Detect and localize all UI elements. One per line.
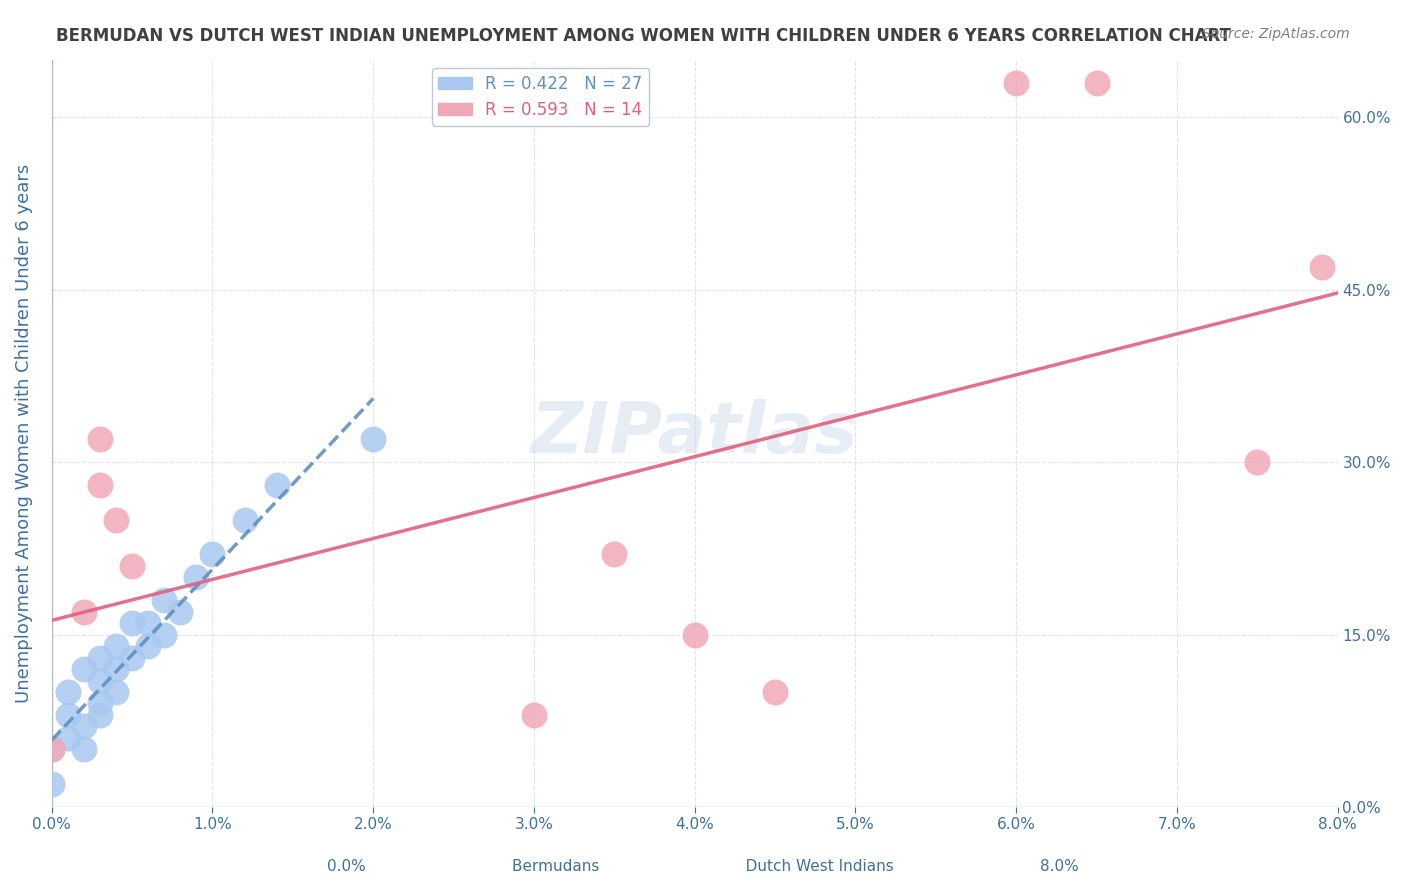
Point: [105, 639, 128, 653]
Point: [169, 605, 191, 619]
Point: [683, 627, 706, 641]
Point: [89, 673, 111, 688]
Point: [41, 777, 63, 791]
Point: [73, 742, 96, 756]
Point: [121, 558, 143, 573]
Point: [233, 512, 256, 526]
Point: [603, 547, 626, 561]
Point: [89, 478, 111, 492]
Point: [523, 708, 546, 723]
Point: [201, 547, 224, 561]
Point: [105, 662, 128, 676]
Point: [121, 615, 143, 630]
Point: [186, 570, 208, 584]
Point: [105, 512, 128, 526]
Point: [41, 742, 63, 756]
Point: [89, 708, 111, 723]
Point: [56, 685, 79, 699]
Point: [89, 650, 111, 665]
Point: [73, 719, 96, 733]
Point: [41, 742, 63, 756]
Point: [1005, 76, 1028, 90]
Text: Source: ZipAtlas.com: Source: ZipAtlas.com: [1202, 27, 1350, 41]
Point: [89, 697, 111, 711]
Point: [73, 605, 96, 619]
Point: [136, 639, 159, 653]
Text: BERMUDAN VS DUTCH WEST INDIAN UNEMPLOYMENT AMONG WOMEN WITH CHILDREN UNDER 6 YEA: BERMUDAN VS DUTCH WEST INDIAN UNEMPLOYME…: [56, 27, 1232, 45]
Point: [136, 615, 159, 630]
Point: [121, 650, 143, 665]
Point: [56, 708, 79, 723]
Point: [56, 731, 79, 745]
Point: [361, 432, 384, 446]
Point: [105, 685, 128, 699]
Point: [153, 627, 176, 641]
Point: [1085, 76, 1108, 90]
Legend: R = 0.422   N = 27, R = 0.593   N = 14: R = 0.422 N = 27, R = 0.593 N = 14: [432, 68, 650, 126]
Point: [1246, 455, 1268, 469]
Point: [153, 593, 176, 607]
Point: [763, 685, 786, 699]
Y-axis label: Unemployment Among Women with Children Under 6 years: Unemployment Among Women with Children U…: [15, 163, 32, 703]
Point: [1310, 260, 1333, 274]
Point: [266, 478, 288, 492]
Text: 0.0%                              Bermudans                              Dutch W: 0.0% Bermudans Dutch W: [328, 859, 1078, 874]
Point: [73, 662, 96, 676]
Point: [89, 432, 111, 446]
Text: ZIPatlas: ZIPatlas: [531, 399, 859, 467]
